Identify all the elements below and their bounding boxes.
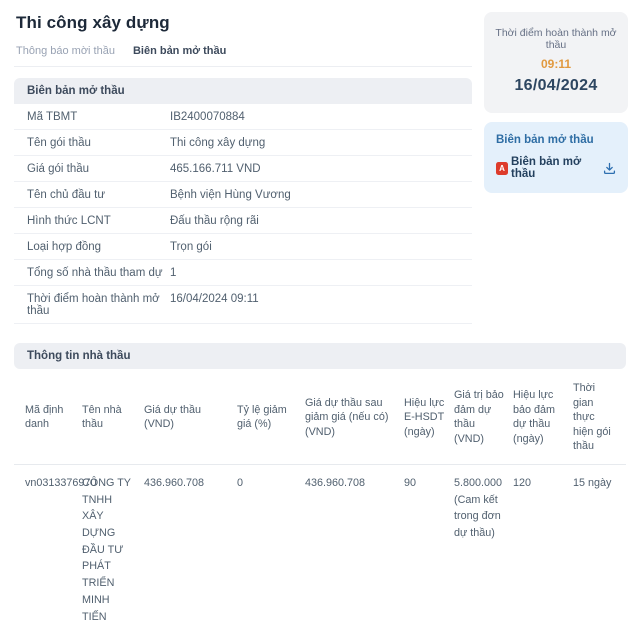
col-gia-du-thau: Giá dự thầu (VND) xyxy=(144,371,237,465)
cell-hieu-luc-ehsdt: 90 xyxy=(404,476,417,489)
detail-label: Tổng số nhà thầu tham dự xyxy=(27,267,163,279)
detail-label: Giá gói thầu xyxy=(27,163,90,175)
detail-value: IB2400070884 xyxy=(170,111,245,123)
detail-row-hinh-thuc-lcnt: Hình thức LCNT Đấu thầu rộng rãi xyxy=(14,208,472,234)
panel-header: Biên bản mở thầu xyxy=(14,78,472,104)
table-row: vn0313376970 CÔNG TY TNHH XÂY DỰNG ĐẦU T… xyxy=(14,464,626,625)
detail-label: Tên chủ đầu tư xyxy=(27,189,106,201)
cell-ma-dinh-danh: vn0313376970 xyxy=(25,476,97,489)
col-ma-dinh-danh: Mã định danh xyxy=(14,371,82,465)
detail-row-loai-hop-dong: Loại hợp đồng Trọn gói xyxy=(14,234,472,260)
page-title: Thi công xây dựng xyxy=(16,13,170,32)
col-hieu-luc-bao-dam: Hiệu lực bảo đảm dự thầu (ngày) xyxy=(513,371,573,465)
completion-date-value: 16/04/2024 xyxy=(514,77,598,94)
col-gia-sau-giam-gia: Giá dự thầu sau giảm giá (nếu có) (VND) xyxy=(305,371,404,465)
col-hieu-luc-ehsdt: Hiệu lực E-HSDT (ngày) xyxy=(404,371,454,465)
tab-bien-ban-mo-thau[interactable]: Biên bản mở thầu xyxy=(132,45,227,57)
cell-ty-le-giam-gia: 0 xyxy=(237,476,244,489)
cell-ten-nha-thau: CÔNG TY TNHH XÂY DỰNG ĐẦU TƯ PHÁT TRIỂN … xyxy=(82,476,131,623)
download-icon xyxy=(603,162,616,174)
cell-thoi-gian-thuc-hien: 15 ngày xyxy=(573,476,612,489)
bid-opening-panel: Biên bản mở thầu Mã TBMT IB2400070884 Tê… xyxy=(14,78,472,324)
bid-record-file-row[interactable]: A Biên bản mở thầu xyxy=(496,156,616,180)
detail-value: Thi công xây dựng xyxy=(170,137,266,149)
detail-row-chu-dau-tu: Tên chủ đầu tư Bệnh viện Hùng Vương xyxy=(14,182,472,208)
detail-value: 16/04/2024 09:11 xyxy=(170,293,259,305)
completion-time-value: 09:11 xyxy=(540,57,572,71)
detail-row-ma-tbmt: Mã TBMT IB2400070884 xyxy=(14,104,472,130)
bid-record-card: Biên bản mở thầu A Biên bản mở thầu xyxy=(484,122,628,193)
detail-value: Trọn gói xyxy=(170,241,212,253)
detail-label: Mã TBMT xyxy=(27,111,78,123)
cell-hieu-luc-bao-dam: 120 xyxy=(513,476,532,489)
detail-label: Loại hợp đồng xyxy=(27,241,102,253)
cell-gia-tri-bao-dam: 5.800.000 (Cam kết trong đơn dự thầu) xyxy=(454,476,503,540)
detail-label: Thời điểm hoàn thành mở thầu xyxy=(27,293,160,317)
col-thoi-gian-thuc-hien: Thời gian thực hiện gói thầu xyxy=(573,371,626,465)
col-ten-nha-thau: Tên nhà thầu xyxy=(82,371,144,465)
detail-row-thoi-diem-mo-thau: Thời điểm hoàn thành mở thầu 16/04/2024 … xyxy=(14,286,472,324)
contractors-section-header: Thông tin nhà thầu xyxy=(14,343,626,369)
col-ty-le-giam-gia: Tỷ lệ giảm giá (%) xyxy=(237,371,305,465)
completion-time-label: Thời điểm hoàn thành mở thầu xyxy=(495,27,617,51)
bid-record-file-link[interactable]: Biên bản mở thầu xyxy=(511,156,582,180)
detail-label: Tên gói thầu xyxy=(27,137,91,149)
top-area: Thi công xây dựng Thông báo mời thầu Biê… xyxy=(14,12,628,324)
pdf-file-icon: A xyxy=(496,161,508,175)
detail-value: Bệnh viện Hùng Vương xyxy=(170,189,291,201)
detail-row-gia-goi-thau: Giá gói thầu 465.166.711 VND xyxy=(14,156,472,182)
detail-value: 1 xyxy=(170,267,177,279)
detail-row-so-nha-thau: Tổng số nhà thầu tham dự 1 xyxy=(14,260,472,286)
bid-record-card-title: Biên bản mở thầu xyxy=(496,134,594,146)
col-gia-tri-bao-dam: Giá trị bảo đảm dự thầu (VND) xyxy=(454,371,513,465)
table-header-row: Mã định danh Tên nhà thầu Giá dự thầu (V… xyxy=(14,371,626,465)
completion-time-card: Thời điểm hoàn thành mở thầu 09:11 16/04… xyxy=(484,12,628,113)
detail-value: Đấu thầu rộng rãi xyxy=(170,215,259,227)
detail-row-ten-goi-thau: Tên gói thầu Thi công xây dựng xyxy=(14,130,472,156)
detail-value: 465.166.711 VND xyxy=(170,163,261,175)
detail-label: Hình thức LCNT xyxy=(27,215,111,227)
contractors-table: Mã định danh Tên nhà thầu Giá dự thầu (V… xyxy=(14,371,626,625)
tab-thong-bao-moi-thau[interactable]: Thông báo mời thầu xyxy=(16,45,115,57)
main-column: Thi công xây dựng Thông báo mời thầu Biê… xyxy=(14,12,472,324)
cell-gia-sau-giam-gia: 436.960.708 xyxy=(305,476,366,489)
tab-bar: Thông báo mời thầu Biên bản mở thầu xyxy=(14,45,472,67)
sidebar: Thời điểm hoàn thành mở thầu 09:11 16/04… xyxy=(484,12,628,193)
download-button[interactable] xyxy=(603,162,616,175)
cell-gia-du-thau: 436.960.708 xyxy=(144,476,205,489)
contractors-section: Thông tin nhà thầu Mã định danh Tên nhà … xyxy=(14,343,628,625)
